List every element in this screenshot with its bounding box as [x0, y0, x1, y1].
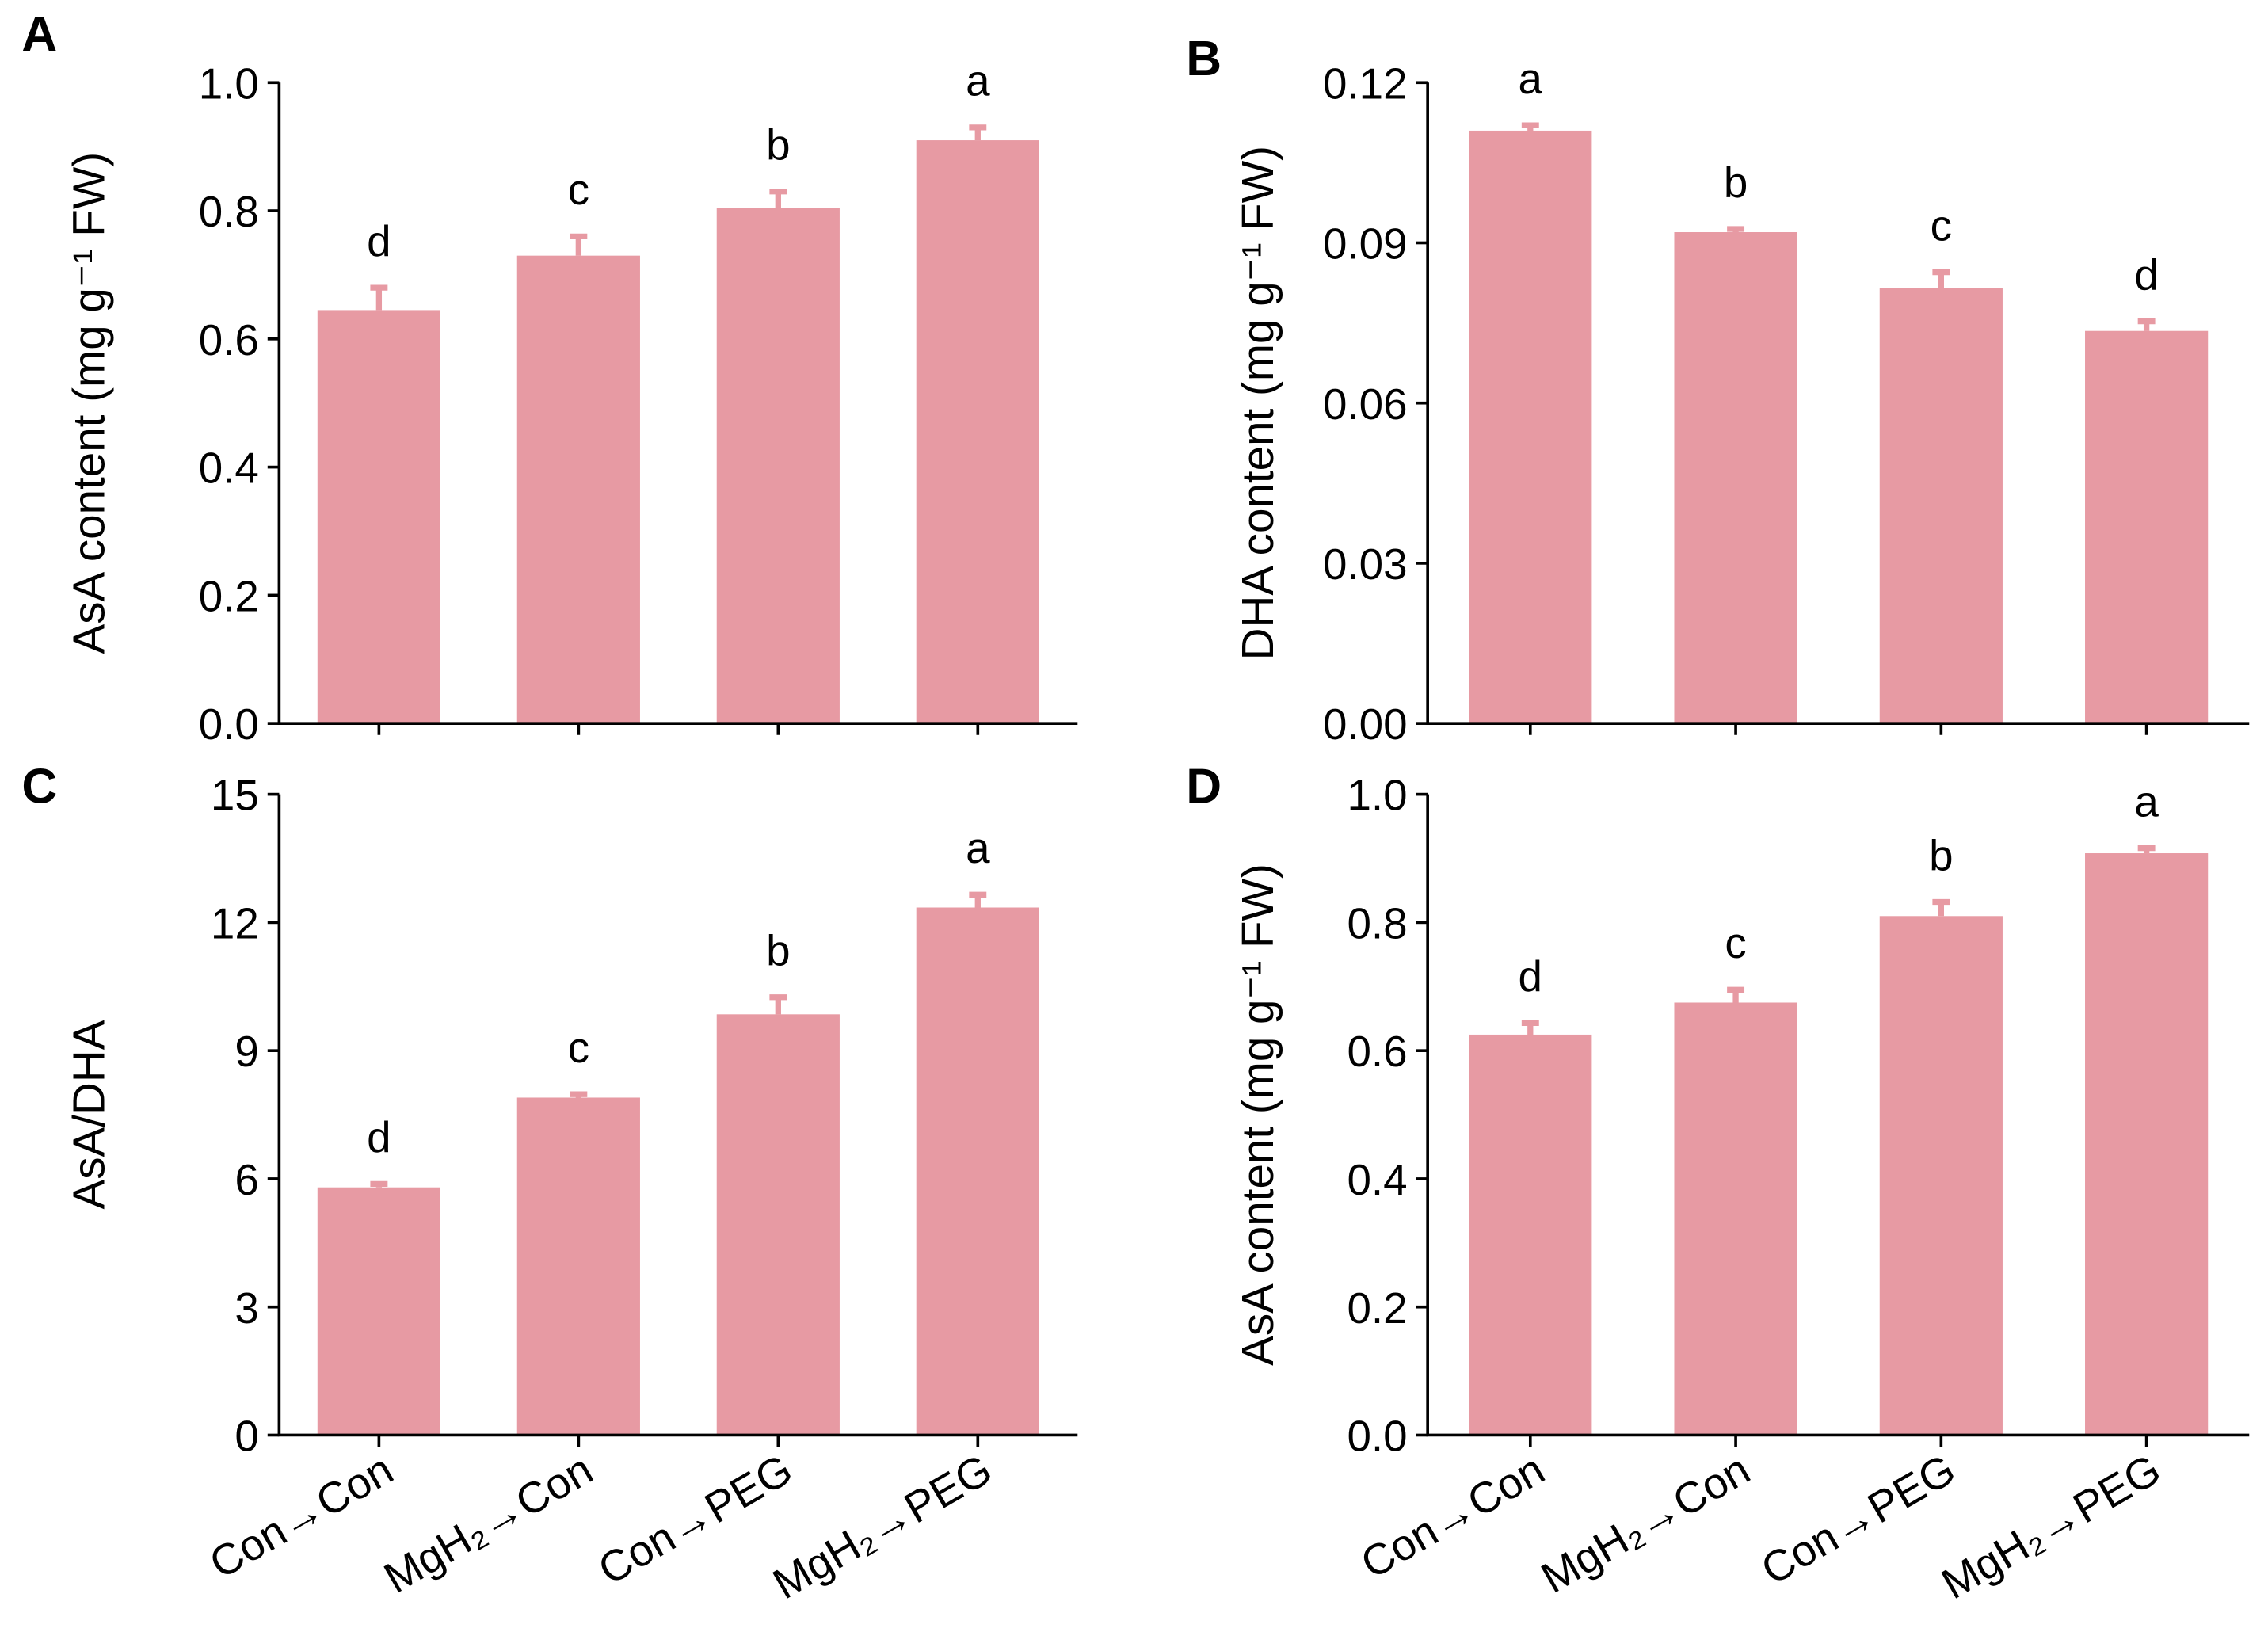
- significance-letter: c: [1931, 200, 1952, 250]
- panel-label: B: [1186, 32, 1222, 86]
- y-tick-label: 0.00: [1323, 700, 1408, 749]
- significance-letter: c: [568, 165, 589, 214]
- y-tick-label: 0.09: [1323, 219, 1408, 269]
- bar: [916, 140, 1039, 724]
- bar: [1879, 288, 2003, 724]
- y-tick-label: 0.8: [1347, 898, 1407, 948]
- error-bar: [570, 1091, 588, 1098]
- significance-letter: a: [1519, 54, 1543, 103]
- significance-letter: c: [1725, 918, 1746, 967]
- bar: [1469, 1034, 1592, 1436]
- bar: [1879, 916, 2003, 1436]
- y-axis-label: AsA content (mg g⁻¹ FW): [1233, 864, 1283, 1366]
- axes: [1426, 794, 2250, 1437]
- bar: [716, 1014, 840, 1436]
- y-tick-label: 0: [234, 1412, 258, 1461]
- error-bar: [570, 233, 588, 256]
- error-bar: [1521, 122, 1539, 131]
- significance-letter: c: [568, 1023, 589, 1072]
- axes: [1426, 82, 2250, 725]
- significance-letter: b: [766, 120, 790, 170]
- error-bar: [1727, 986, 1745, 1003]
- significance-letter: b: [766, 926, 790, 975]
- error-bar: [969, 124, 987, 141]
- error-bar: [370, 1180, 388, 1188]
- panel-label: A: [21, 7, 57, 62]
- y-tick-label: 15: [211, 771, 259, 820]
- y-tick-label: 0.06: [1323, 379, 1408, 429]
- significance-letter: d: [2134, 250, 2158, 299]
- error-bar: [969, 891, 987, 908]
- axes: [277, 82, 1078, 725]
- y-tick-label: 0.6: [199, 315, 259, 364]
- y-axis-label: AsA/DHA: [63, 1020, 113, 1209]
- bar: [317, 1187, 440, 1436]
- axes: [277, 794, 1078, 1437]
- y-axis-label: DHA content (mg g⁻¹ FW): [1233, 146, 1283, 660]
- significance-letter: a: [2134, 776, 2159, 826]
- significance-letter: b: [1929, 830, 1953, 879]
- y-tick-label: 0.6: [1347, 1027, 1407, 1076]
- significance-letter: d: [1519, 951, 1542, 1001]
- x-tick-label: Con→Con: [201, 1444, 401, 1588]
- y-tick-label: 0.2: [1347, 1283, 1407, 1333]
- bar: [317, 310, 440, 724]
- error-bar: [370, 284, 388, 311]
- bar: [1674, 232, 1797, 724]
- bar: [716, 208, 840, 724]
- y-axis-label: AsA content (mg g⁻¹ FW): [63, 152, 113, 654]
- y-tick-label: 0.8: [199, 187, 259, 236]
- y-tick-label: 1.0: [1347, 771, 1407, 820]
- error-bar: [2137, 845, 2156, 854]
- y-tick-label: 0.12: [1323, 59, 1408, 108]
- significance-letter: b: [1724, 158, 1748, 207]
- bar: [516, 1097, 640, 1436]
- significance-letter: d: [367, 1112, 391, 1161]
- y-tick-label: 9: [234, 1027, 258, 1076]
- error-bar: [2137, 318, 2156, 331]
- x-tick-label: MgH₂→Con: [1533, 1444, 1758, 1603]
- x-tick-label: MgH₂→PEG: [764, 1444, 1000, 1608]
- significance-letter: d: [367, 216, 391, 265]
- y-tick-label: 3: [234, 1283, 258, 1333]
- y-tick-label: 6: [234, 1155, 258, 1204]
- bar: [916, 907, 1039, 1436]
- bar: [1469, 130, 1592, 724]
- y-tick-label: 0.4: [199, 444, 259, 493]
- significance-letter: a: [966, 56, 990, 105]
- bar: [2085, 853, 2209, 1436]
- error-bar: [1521, 1020, 1539, 1035]
- x-tick-label: MgH₂→PEG: [1933, 1444, 2168, 1608]
- significance-letter: a: [966, 823, 990, 872]
- y-tick-label: 0.0: [199, 700, 259, 749]
- bar: [1674, 1002, 1797, 1436]
- panel-label: D: [1186, 760, 1222, 814]
- y-tick-label: 0.4: [1347, 1155, 1407, 1204]
- error-bar: [1932, 898, 1950, 917]
- y-tick-label: 0.2: [199, 571, 259, 620]
- bar: [516, 255, 640, 724]
- y-tick-label: 0.03: [1323, 540, 1408, 589]
- y-tick-label: 1.0: [199, 59, 259, 108]
- x-tick-label: Con→Con: [1352, 1444, 1552, 1588]
- error-bar: [769, 994, 787, 1015]
- error-bar: [1932, 269, 1950, 288]
- y-tick-label: 12: [211, 898, 259, 948]
- error-bar: [769, 189, 787, 208]
- x-tick-label: Con→PEG: [1753, 1444, 1964, 1594]
- bar: [2085, 330, 2209, 724]
- error-bar: [1727, 226, 1745, 233]
- panel-label: C: [21, 760, 57, 814]
- y-tick-label: 0.0: [1347, 1412, 1407, 1461]
- x-tick-label: MgH₂→Con: [375, 1444, 600, 1603]
